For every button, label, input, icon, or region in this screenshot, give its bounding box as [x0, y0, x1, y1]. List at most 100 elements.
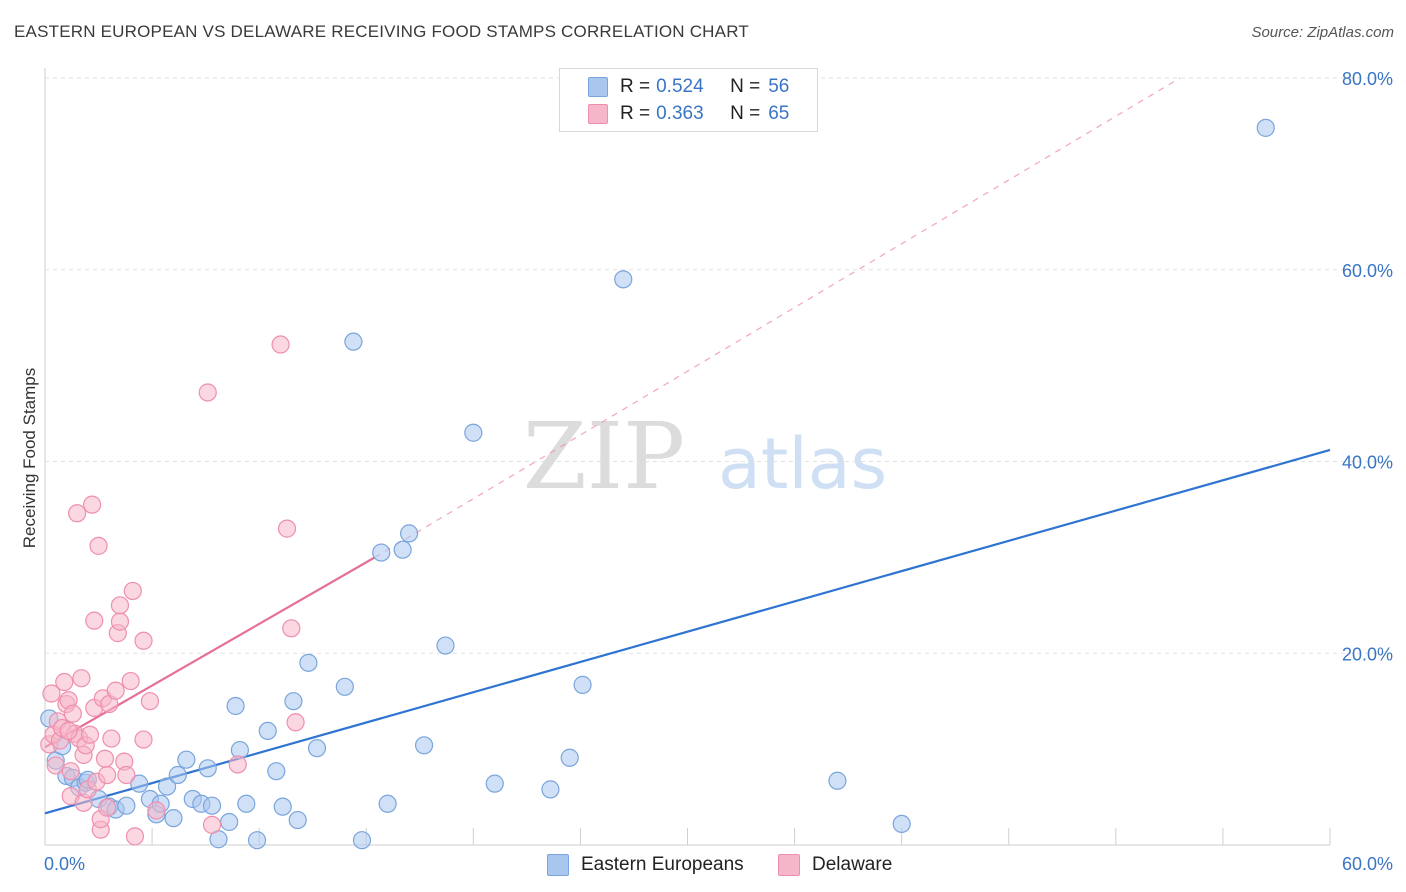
legend-r-value: 0.363	[656, 103, 704, 124]
x-tick-label: 0.0%	[44, 854, 85, 874]
point-delaware	[95, 749, 115, 768]
legend-n-value: 65	[768, 103, 790, 124]
point-eastern-europeans	[130, 774, 149, 793]
point-eastern-europeans	[344, 332, 363, 351]
point-eastern-europeans	[267, 762, 286, 781]
point-delaware	[121, 671, 140, 691]
point-eastern-europeans	[436, 636, 455, 655]
point-delaware	[117, 765, 136, 785]
point-eastern-europeans	[198, 759, 217, 778]
bottom-legend-label: Eastern Europeans	[581, 854, 744, 875]
axes	[44, 68, 1331, 846]
point-delaware	[89, 536, 108, 555]
point-eastern-europeans	[237, 794, 256, 813]
point-eastern-europeans	[541, 780, 560, 799]
point-eastern-europeans	[273, 797, 292, 816]
tick-labels: 20.0% 40.0% 60.0% 80.0% 0.0% 60.0%	[44, 69, 1393, 874]
data-points	[40, 118, 1275, 850]
point-delaware	[123, 581, 142, 601]
point-delaware	[68, 504, 87, 523]
legend-r-value: 0.524	[656, 76, 704, 97]
watermark: ZIP atlas	[523, 403, 887, 510]
legend-row-eastern-europeans: R = 0.524 N = 56	[588, 74, 789, 100]
y-axis-label: Receiving Food Stamps	[20, 368, 39, 548]
point-delaware	[61, 762, 80, 781]
point-eastern-europeans	[284, 692, 303, 711]
x-tick-label: 60.0%	[1342, 854, 1393, 874]
y-tick-label: 40.0%	[1342, 453, 1393, 473]
point-eastern-europeans	[414, 736, 434, 755]
point-eastern-europeans	[573, 675, 592, 694]
point-eastern-europeans	[117, 796, 136, 815]
legend-row-delaware: R = 0.363 N = 65	[588, 101, 789, 127]
point-eastern-europeans	[378, 794, 397, 813]
point-eastern-europeans	[307, 739, 327, 758]
y-tick-label: 80.0%	[1342, 69, 1393, 89]
point-eastern-europeans	[226, 696, 245, 716]
point-eastern-europeans	[485, 774, 504, 793]
correlation-legend: R = 0.524 N = 56 R = 0.363 N = 65	[559, 68, 818, 132]
bottom-legend-delaware[interactable]: Delaware	[778, 852, 892, 878]
gridlines	[45, 77, 1392, 654]
point-delaware	[55, 672, 74, 692]
bottom-legend-swatch-blue	[547, 854, 569, 876]
point-delaware	[63, 704, 82, 723]
y-tick-label: 60.0%	[1342, 261, 1393, 281]
point-eastern-europeans	[399, 524, 419, 543]
point-eastern-europeans	[352, 831, 372, 850]
trend-line-eastern-europeans	[44, 448, 1331, 815]
trend-extension-delaware	[374, 77, 1181, 558]
legend-r-label: R =	[620, 76, 651, 97]
watermark-atlas: atlas	[718, 423, 887, 505]
bottom-legend-label: Delaware	[812, 854, 893, 875]
point-eastern-europeans	[157, 777, 177, 796]
point-delaware	[83, 495, 102, 514]
bottom-legend-eastern-europeans[interactable]: Eastern Europeans	[547, 852, 744, 878]
point-eastern-europeans	[258, 721, 277, 741]
point-delaware	[134, 631, 153, 650]
point-eastern-europeans	[288, 810, 307, 830]
legend-r-label: R =	[620, 103, 651, 124]
point-eastern-europeans	[247, 831, 267, 850]
point-delaware	[80, 725, 100, 744]
point-delaware	[72, 669, 91, 688]
point-delaware	[228, 755, 247, 774]
point-delaware	[98, 765, 117, 785]
point-eastern-europeans	[560, 748, 579, 767]
point-delaware	[110, 596, 130, 615]
point-eastern-europeans	[464, 423, 483, 442]
point-delaware	[59, 721, 78, 741]
point-delaware	[110, 612, 130, 631]
point-eastern-europeans	[372, 543, 391, 562]
point-delaware	[102, 729, 121, 748]
point-delaware	[198, 383, 217, 402]
legend-n-label: N =	[730, 76, 761, 97]
point-eastern-europeans	[299, 653, 318, 672]
point-delaware	[42, 684, 61, 703]
source-credit: Source: ZipAtlas.com	[1251, 24, 1394, 41]
point-eastern-europeans	[892, 814, 911, 834]
point-delaware	[98, 798, 117, 817]
legend-swatch-blue	[588, 77, 608, 97]
point-eastern-europeans	[335, 677, 354, 696]
point-eastern-europeans	[168, 765, 187, 785]
y-tick-label: 20.0%	[1342, 644, 1393, 664]
legend-n-label: N =	[730, 103, 761, 124]
point-eastern-europeans	[393, 540, 412, 559]
point-eastern-europeans	[202, 796, 222, 815]
point-delaware	[85, 611, 104, 630]
point-eastern-europeans	[164, 809, 183, 828]
legend-n-value: 56	[768, 76, 790, 97]
point-eastern-europeans	[177, 750, 196, 769]
chart-title: EASTERN EUROPEAN VS DELAWARE RECEIVING F…	[14, 22, 749, 41]
point-eastern-europeans	[220, 812, 239, 832]
point-eastern-europeans	[614, 270, 633, 289]
point-delaware	[202, 815, 222, 834]
point-delaware	[277, 519, 297, 538]
point-eastern-europeans	[828, 771, 847, 790]
trend-lines	[44, 77, 1331, 815]
legend-swatch-pink	[588, 104, 608, 124]
point-delaware	[140, 692, 160, 711]
point-delaware	[286, 713, 305, 732]
